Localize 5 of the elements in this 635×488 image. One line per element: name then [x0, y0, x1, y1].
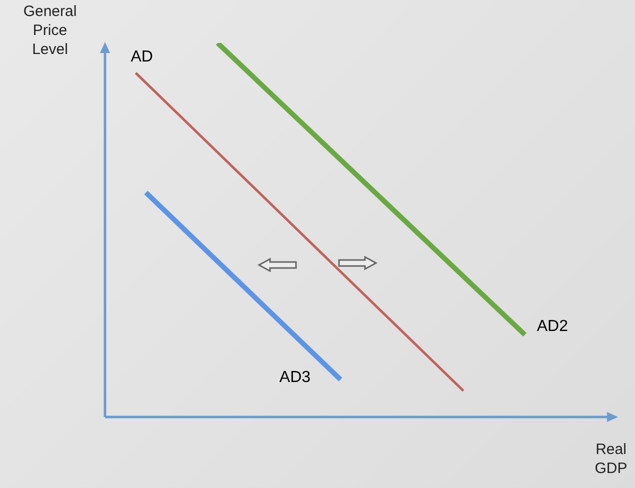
- series-label: AD3: [279, 369, 311, 386]
- x-axis-title: Real GDP: [594, 440, 628, 478]
- y-axis-title: General Price Level: [22, 2, 78, 59]
- series-label: AD2: [536, 318, 568, 336]
- series-label: AD: [130, 48, 153, 66]
